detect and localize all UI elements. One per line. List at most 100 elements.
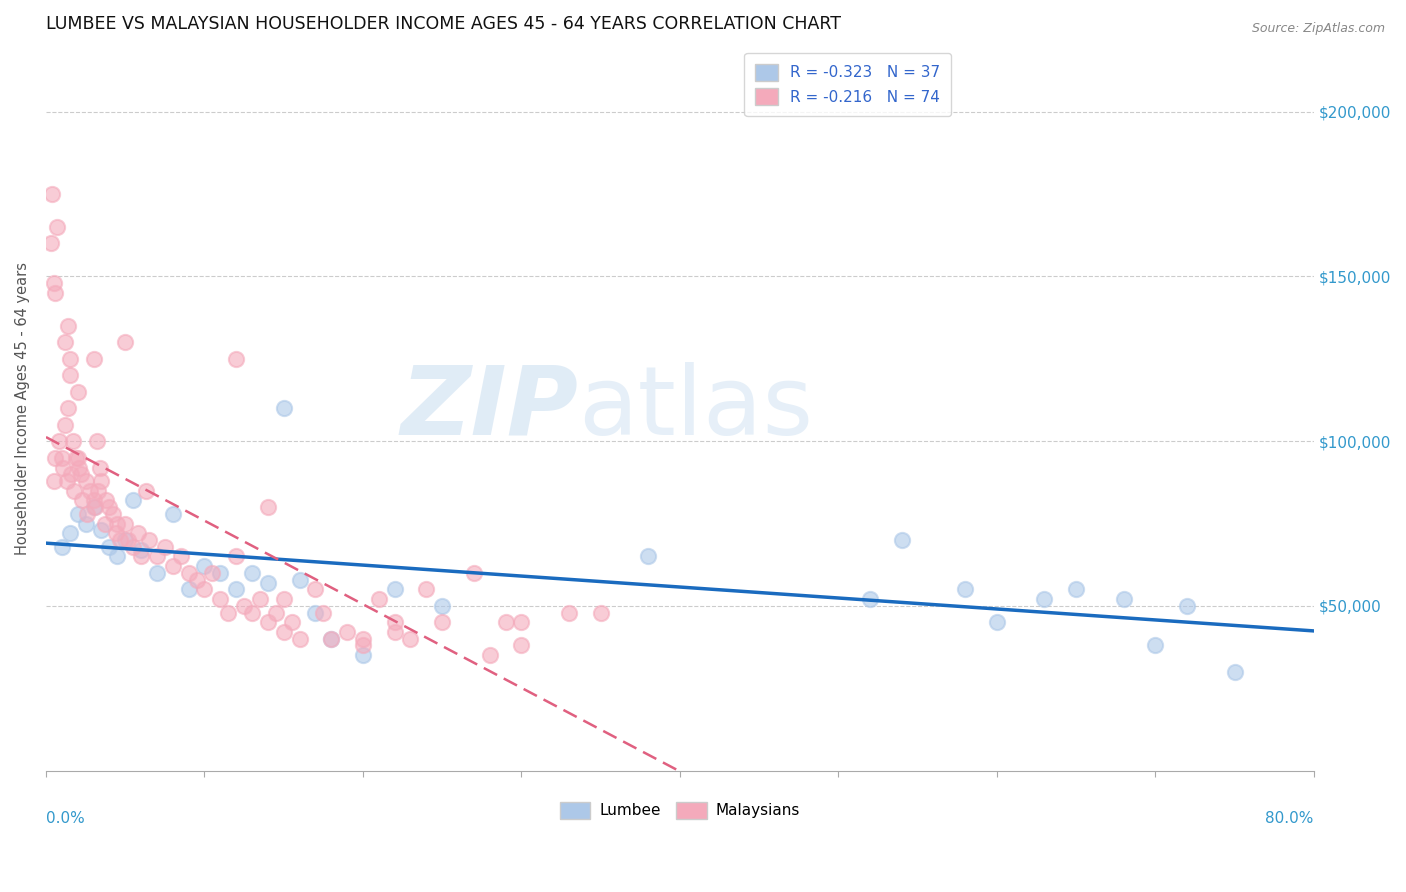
Point [430, 599, 453, 613]
Point [122, 493, 145, 508]
Point [1064, 582, 1087, 597]
Point [352, 632, 374, 646]
Text: ZIP: ZIP [401, 361, 578, 455]
Point [41, 186, 63, 201]
Point [304, 606, 326, 620]
Point [105, 549, 128, 564]
Point [39, 236, 62, 251]
Point [87, 483, 110, 498]
Point [83, 500, 105, 514]
Point [67, 460, 90, 475]
Point [233, 599, 256, 613]
Point [89, 460, 111, 475]
Point [225, 582, 247, 597]
Point [288, 573, 311, 587]
Point [637, 549, 659, 564]
Point [352, 648, 374, 663]
Point [56, 401, 79, 416]
Point [225, 351, 247, 366]
Point [122, 540, 145, 554]
Point [105, 516, 128, 531]
Point [60, 467, 83, 481]
Point [42, 276, 65, 290]
Point [249, 592, 271, 607]
Point [256, 500, 278, 514]
Point [321, 632, 343, 646]
Point [177, 582, 200, 597]
Point [273, 401, 295, 416]
Point [53, 417, 76, 432]
Point [478, 648, 501, 663]
Point [177, 566, 200, 580]
Point [59, 526, 82, 541]
Point [146, 566, 169, 580]
Point [62, 434, 84, 449]
Point [162, 507, 184, 521]
Point [59, 368, 82, 383]
Point [146, 549, 169, 564]
Point [55, 474, 77, 488]
Point [127, 526, 149, 541]
Point [69, 467, 91, 481]
Point [76, 507, 98, 521]
Point [83, 351, 105, 366]
Point [193, 582, 215, 597]
Point [65, 450, 87, 465]
Point [114, 335, 136, 350]
Point [84, 500, 107, 514]
Point [240, 566, 263, 580]
Point [1223, 665, 1246, 679]
Point [256, 615, 278, 630]
Point [48, 434, 70, 449]
Point [1033, 592, 1056, 607]
Point [53, 335, 76, 350]
Point [890, 533, 912, 547]
Point [399, 632, 422, 646]
Point [114, 516, 136, 531]
Point [288, 632, 311, 646]
Point [510, 615, 533, 630]
Point [98, 540, 121, 554]
Point [90, 523, 112, 537]
Text: 80.0%: 80.0% [1265, 811, 1313, 826]
Point [430, 615, 453, 630]
Point [193, 559, 215, 574]
Point [558, 606, 581, 620]
Point [52, 460, 75, 475]
Point [96, 493, 118, 508]
Point [129, 542, 152, 557]
Point [114, 533, 136, 547]
Point [72, 493, 94, 508]
Point [51, 540, 73, 554]
Point [101, 507, 124, 521]
Point [367, 592, 389, 607]
Text: Source: ZipAtlas.com: Source: ZipAtlas.com [1251, 22, 1385, 36]
Point [56, 318, 79, 333]
Point [117, 533, 139, 547]
Point [153, 540, 176, 554]
Point [129, 549, 152, 564]
Point [75, 516, 97, 531]
Point [495, 615, 517, 630]
Text: 0.0%: 0.0% [46, 811, 84, 826]
Point [384, 625, 406, 640]
Legend: Lumbee, Malaysians: Lumbee, Malaysians [554, 796, 806, 825]
Point [59, 351, 82, 366]
Point [240, 606, 263, 620]
Point [98, 500, 121, 514]
Point [321, 632, 343, 646]
Point [75, 474, 97, 488]
Point [66, 507, 89, 521]
Point [66, 384, 89, 399]
Point [86, 434, 108, 449]
Point [135, 483, 157, 498]
Point [1144, 639, 1167, 653]
Point [415, 582, 437, 597]
Point [93, 516, 115, 531]
Point [90, 474, 112, 488]
Point [217, 606, 239, 620]
Text: atlas: atlas [578, 361, 814, 455]
Point [162, 559, 184, 574]
Point [63, 483, 86, 498]
Point [225, 549, 247, 564]
